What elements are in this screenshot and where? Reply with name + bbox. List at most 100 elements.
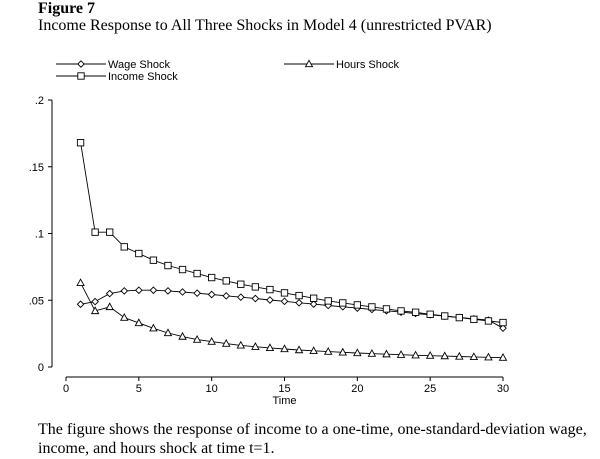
wage-shock-point bbox=[280, 297, 289, 306]
legend-item-wage-shock: Wage Shock bbox=[56, 59, 170, 71]
income-shock-point bbox=[368, 303, 376, 311]
wage-shock-point bbox=[251, 294, 260, 303]
income-shock-point bbox=[149, 256, 158, 264]
income-shock-point bbox=[309, 294, 318, 302]
hours-shock-point bbox=[265, 343, 275, 352]
wage-shock-point bbox=[193, 289, 201, 298]
income-shock-point bbox=[237, 280, 245, 288]
hours-shock-point bbox=[469, 352, 479, 361]
wage-shock-point bbox=[91, 297, 99, 306]
income-shock-point bbox=[120, 243, 128, 251]
x-tick-label: 25 bbox=[424, 383, 436, 395]
wage-shock-point bbox=[266, 296, 274, 304]
x-tick-label: 15 bbox=[278, 383, 290, 395]
hours-shock-point bbox=[105, 302, 114, 311]
hours-shock-point bbox=[90, 306, 100, 315]
hours-shock-point bbox=[353, 348, 362, 357]
legend-item-hours-shock: Hours Shock bbox=[284, 59, 399, 71]
income-shock-line bbox=[80, 142, 504, 323]
x-tick-label: 10 bbox=[206, 383, 218, 395]
legend: Wage Shock Hours Shock Income Shock bbox=[56, 59, 399, 83]
y-tick-label: .1 bbox=[35, 229, 44, 241]
wage-shock-point bbox=[236, 293, 245, 302]
hours-shock-point bbox=[382, 349, 391, 358]
x-tick-label: 5 bbox=[136, 383, 142, 395]
figure-title: Income Response to All Three Shocks in M… bbox=[38, 17, 492, 34]
wage-shock-point bbox=[134, 286, 143, 295]
wage-shock-point bbox=[295, 298, 303, 307]
hours-shock-point bbox=[120, 312, 129, 321]
hours-shock-series bbox=[76, 278, 508, 361]
wage-shock-point bbox=[499, 324, 507, 332]
y-tick-label: .15 bbox=[29, 162, 44, 174]
income-shock-point bbox=[324, 297, 332, 305]
y-tick-label: .05 bbox=[29, 295, 44, 307]
income-shock-point bbox=[484, 317, 493, 325]
hours-shock-point bbox=[149, 323, 158, 332]
x-tick-label: 0 bbox=[63, 383, 69, 395]
income-shock-point bbox=[208, 273, 216, 282]
wage-shock-point bbox=[222, 292, 231, 300]
wage-shock-point bbox=[76, 300, 85, 309]
income-shock-point bbox=[470, 315, 478, 323]
hours-shock-point bbox=[411, 350, 420, 359]
hours-shock-point bbox=[484, 352, 493, 361]
income-shock-point bbox=[193, 269, 201, 278]
hours-shock-point bbox=[76, 278, 85, 287]
chart: Wage Shock Hours Shock Income Shock 0 .05 .1… bbox=[29, 59, 509, 407]
income-shock-point bbox=[135, 249, 143, 258]
hours-shock-point bbox=[280, 344, 289, 353]
x-tick-label: 30 bbox=[497, 383, 509, 395]
legend-label: Hours Shock bbox=[336, 59, 399, 71]
income-shock-point bbox=[353, 301, 361, 309]
income-shock-point bbox=[382, 305, 391, 313]
income-shock-point bbox=[222, 277, 230, 285]
income-shock-point bbox=[178, 265, 187, 274]
wage-shock-point bbox=[149, 286, 158, 295]
figure-label: Figure 7 bbox=[38, 0, 96, 17]
hours-shock-point bbox=[455, 351, 464, 360]
y-tick-label: .2 bbox=[35, 95, 44, 107]
income-shock-point bbox=[91, 228, 99, 236]
wage-shock-point bbox=[120, 287, 129, 295]
income-shock-point bbox=[106, 228, 114, 236]
income-shock-point bbox=[251, 283, 260, 291]
income-shock-point bbox=[164, 261, 172, 270]
x-tick-label: 20 bbox=[351, 383, 363, 395]
hours-shock-point bbox=[396, 350, 406, 358]
hours-shock-point bbox=[294, 345, 304, 354]
hours-shock-point bbox=[192, 334, 202, 343]
income-shock-point bbox=[411, 308, 420, 316]
wage-shock-point bbox=[178, 288, 187, 296]
income-shock-point bbox=[499, 318, 507, 327]
hours-shock-point bbox=[440, 351, 449, 360]
income-shock-point bbox=[455, 313, 463, 322]
hours-shock-point bbox=[309, 346, 318, 354]
legend-label: Wage Shock bbox=[108, 59, 170, 71]
wage-shock-line bbox=[80, 289, 504, 329]
legend-item-income-shock: Income Shock bbox=[56, 71, 178, 83]
income-shock-point bbox=[397, 307, 405, 315]
income-shock-point bbox=[339, 299, 347, 307]
income-shock-point bbox=[295, 291, 303, 300]
wage-shock-point bbox=[207, 290, 216, 299]
x-axis-label: Time bbox=[272, 395, 296, 407]
income-shock-point bbox=[426, 310, 434, 318]
hours-shock-point bbox=[178, 331, 187, 340]
figure-caption: The figure shows the response of income … bbox=[38, 421, 587, 457]
income-shock-series bbox=[76, 139, 507, 327]
hours-shock-point bbox=[236, 340, 246, 349]
hours-shock-point bbox=[338, 347, 348, 356]
hours-shock-point bbox=[251, 342, 260, 350]
wage-shock-point bbox=[105, 289, 114, 298]
hours-shock-point bbox=[323, 347, 333, 355]
hours-shock-point bbox=[221, 338, 231, 347]
income-shock-point bbox=[441, 312, 449, 320]
income-shock-point bbox=[76, 139, 85, 147]
wage-shock-point bbox=[164, 287, 172, 295]
series-layer bbox=[76, 139, 508, 361]
hours-shock-point bbox=[367, 349, 377, 357]
hours-shock-point bbox=[498, 353, 508, 361]
legend-swatch-marker bbox=[77, 72, 85, 80]
income-shock-point bbox=[266, 285, 274, 294]
